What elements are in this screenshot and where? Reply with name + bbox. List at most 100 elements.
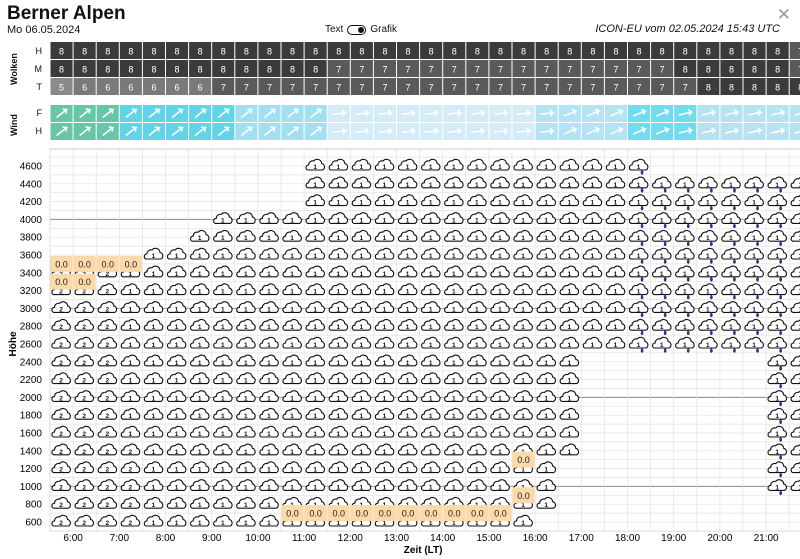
cloud-icon-number: 1 — [498, 306, 502, 313]
raindrop-icon — [756, 222, 759, 229]
cloud-icon-shape — [444, 425, 464, 438]
cloud-icon-shape — [374, 265, 395, 278]
cloud-icon-number: 1 — [406, 449, 410, 456]
cloud-icon: 1 — [421, 247, 441, 260]
wind-arrow-icon — [355, 127, 371, 135]
cloud-icon-number: 1 — [706, 182, 710, 189]
cloud-icon-number: 1 — [475, 342, 479, 349]
view-toggle[interactable]: Text Grafik — [325, 24, 397, 35]
cloud-icon-number: 1 — [752, 324, 756, 331]
cloud-icon-number: 1 — [244, 217, 248, 224]
raindrop-icon — [686, 222, 690, 229]
raindrop-icon — [733, 276, 736, 282]
cloud-icon-number: 1 — [637, 200, 641, 207]
raindrop-icon — [709, 222, 713, 229]
value-label: 0.0 — [425, 509, 438, 519]
toggle-switch[interactable] — [347, 24, 367, 35]
cloud-icon-shape — [305, 265, 325, 278]
cloud-icon-number: 1 — [336, 431, 340, 438]
cloud-icon-number: 1 — [521, 200, 525, 207]
cloud-icon-shape — [536, 354, 556, 367]
cloud-icon: 1 — [536, 461, 556, 474]
cloud-icon: 1 — [351, 301, 372, 313]
cloud-icon: 1 — [282, 354, 302, 367]
cloud-icon: 1 — [328, 336, 349, 349]
cloud-icon: 1 — [744, 230, 764, 247]
cloud-icon-number: 2 — [105, 342, 109, 349]
cloud-icon: 1 — [374, 479, 395, 491]
cloud-icon-number: 1 — [198, 306, 202, 313]
cloud-icon: 1 — [397, 425, 418, 438]
cloud-icon: 1 — [467, 301, 487, 313]
cloud-icon: 1 — [305, 461, 325, 474]
cloud-icon-number: 1 — [683, 289, 687, 296]
cloud-icon: 1 — [490, 230, 510, 242]
cloud-icon-number: 1 — [775, 413, 779, 420]
cloud-icon-number: 1 — [406, 467, 410, 474]
cloud-icon: 1 — [536, 443, 556, 456]
cloud-icon-number: 1 — [360, 289, 364, 296]
cloud-icon: 1 — [698, 265, 718, 282]
cloud-cover-value: 8 — [452, 47, 457, 57]
cloud-icon-shape — [166, 319, 187, 331]
cloud-icon: 1 — [282, 283, 302, 296]
cloud-cover-value: 6 — [198, 83, 203, 93]
cloud-cover-cell — [73, 78, 96, 95]
cloud-icon: 1 — [421, 319, 441, 331]
cloud-icon: 1 — [259, 301, 279, 313]
cloud-icon: 2 — [51, 336, 71, 349]
cloud-icon-number: 1 — [267, 413, 271, 420]
cloud-icon-shape — [213, 336, 233, 349]
cloud-icon-shape — [351, 301, 372, 313]
cloud-icon: 1 — [744, 194, 764, 211]
y-axis-label: Höhe — [8, 331, 19, 356]
cloud-icon-shape — [305, 390, 325, 402]
cloud-icon: 1 — [721, 194, 741, 211]
cloud-icon-shape — [444, 176, 464, 189]
cloud-icon-number: 2 — [82, 484, 86, 491]
cloud-icon: 1 — [351, 247, 372, 260]
cloud-icon: 1 — [582, 194, 603, 207]
cloud-icon: 1 — [143, 497, 164, 509]
cloud-cover-value: 7 — [590, 83, 595, 93]
cloud-icon-number: 1 — [175, 324, 179, 331]
cloud-icon: 1 — [582, 283, 603, 296]
cloud-icon-number: 1 — [544, 502, 548, 509]
cloud-icon-number: 1 — [498, 182, 502, 189]
cloud-icon: 1 — [467, 230, 487, 242]
cloud-icon: 1 — [282, 301, 302, 313]
cloud-icon: 1 — [259, 372, 279, 385]
cloud-cover-value: 8 — [151, 65, 156, 75]
cloud-icon: 1 — [120, 336, 141, 349]
cloud-icon-shape — [374, 283, 395, 296]
cloud-icon-shape — [397, 230, 418, 242]
y-tick-label: 600 — [25, 518, 42, 529]
cloud-icon-shape — [790, 283, 800, 296]
cloud-icon-shape — [120, 479, 141, 491]
cloud-icon: 1 — [513, 283, 533, 296]
cloud-icon-number: 1 — [498, 235, 502, 242]
wind-arrow-icon — [794, 127, 800, 134]
cloud-icon: 1 — [536, 212, 556, 224]
cloud-icon-shape — [236, 497, 256, 509]
raindrop-icon — [686, 187, 690, 193]
wind-arrow-icon — [540, 127, 555, 135]
cloud-icon: 1 — [582, 176, 603, 189]
cloud-icon-number: 1 — [683, 342, 687, 349]
cloud-icon: 1 — [559, 301, 580, 313]
cloud-icon-shape — [559, 390, 580, 402]
cloud-icon-number: 1 — [336, 449, 340, 456]
close-icon[interactable]: ✕ — [776, 5, 791, 24]
cloud-icon-shape — [143, 372, 164, 385]
cloud-icon: 1 — [213, 230, 233, 242]
cloud-cover-cell — [604, 60, 627, 77]
cloud-icon: 1 — [166, 319, 187, 331]
cloud-icon-shape — [767, 336, 787, 349]
cloud-icon-number: 1 — [521, 395, 525, 402]
cloud-icon-shape — [675, 247, 695, 260]
cloud-icon-number: 1 — [567, 289, 571, 296]
cloud-icon: 1 — [351, 212, 372, 224]
cloud-icon: 1 — [143, 390, 164, 402]
cloud-icon-number: 1 — [429, 306, 433, 313]
value-cell — [304, 505, 327, 522]
